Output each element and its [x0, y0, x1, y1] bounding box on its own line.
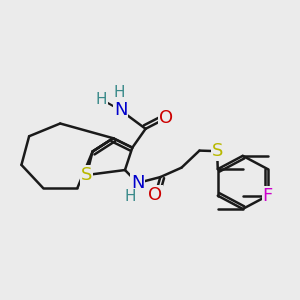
Text: H: H [124, 189, 136, 204]
Text: H: H [96, 92, 107, 107]
Text: S: S [212, 142, 223, 160]
Text: N: N [131, 174, 144, 192]
Text: F: F [262, 187, 273, 205]
Text: H: H [113, 85, 125, 100]
Text: O: O [148, 186, 162, 204]
Text: O: O [159, 109, 173, 127]
Text: N: N [114, 101, 127, 119]
Text: S: S [81, 166, 92, 184]
